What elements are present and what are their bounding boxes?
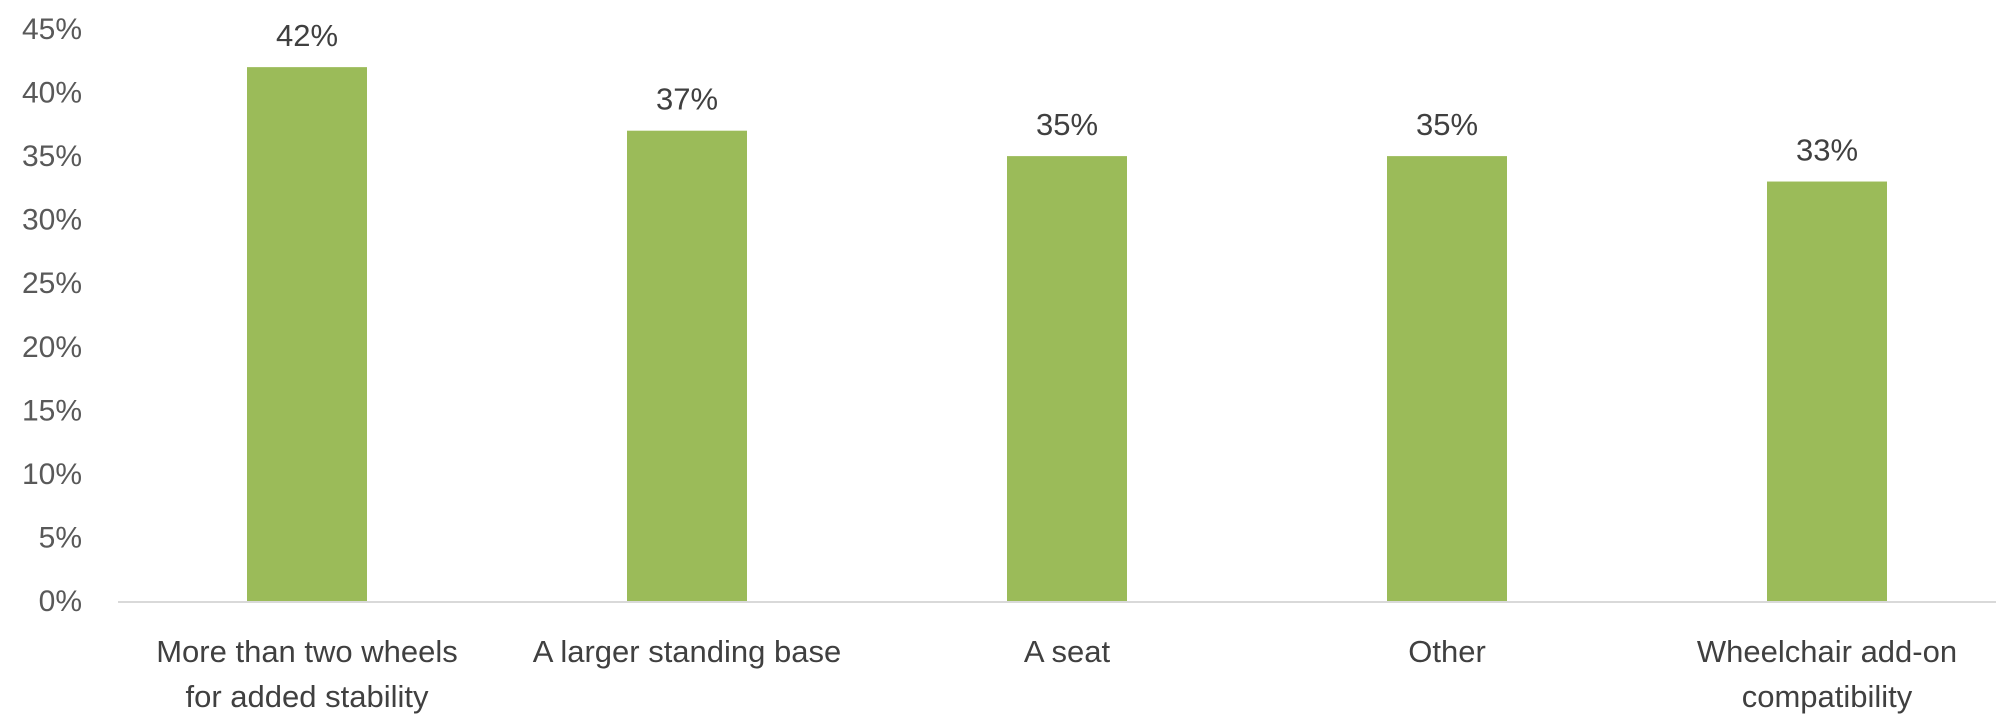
data-label: 42% — [276, 18, 338, 53]
data-label: 37% — [656, 82, 718, 117]
data-labels: 42% 37% 35% 35% 33% — [276, 18, 1858, 167]
bar — [1387, 156, 1507, 601]
data-label: 33% — [1796, 133, 1858, 168]
y-tick-label: 45% — [22, 13, 82, 46]
bar — [1767, 181, 1887, 602]
category-label: A seat — [1024, 634, 1111, 669]
bar — [247, 67, 367, 602]
y-axis: 0% 5% 10% 15% 20% 25% 30% 35% 40% 45% — [22, 13, 82, 618]
y-tick-label: 20% — [22, 331, 82, 364]
y-tick-label: 5% — [39, 521, 82, 554]
y-tick-label: 30% — [22, 204, 82, 237]
x-axis: More than two wheels for added stability A… — [156, 634, 1957, 714]
category-label: A larger standing base — [533, 634, 842, 669]
y-tick-label: 25% — [22, 267, 82, 300]
y-tick-label: 10% — [22, 458, 82, 491]
y-tick-label: 40% — [22, 77, 82, 110]
y-tick-label: 0% — [39, 585, 82, 618]
category-label: Other — [1408, 634, 1486, 669]
data-label: 35% — [1416, 107, 1478, 142]
bars — [247, 67, 1887, 602]
category-label: More than two wheels for added stability — [156, 634, 458, 714]
data-label: 35% — [1036, 107, 1098, 142]
bar — [1007, 156, 1127, 601]
y-tick-label: 35% — [22, 140, 82, 173]
bar — [627, 130, 747, 601]
category-label: Wheelchair add-on compatibility — [1697, 634, 1957, 714]
y-tick-label: 15% — [22, 394, 82, 427]
